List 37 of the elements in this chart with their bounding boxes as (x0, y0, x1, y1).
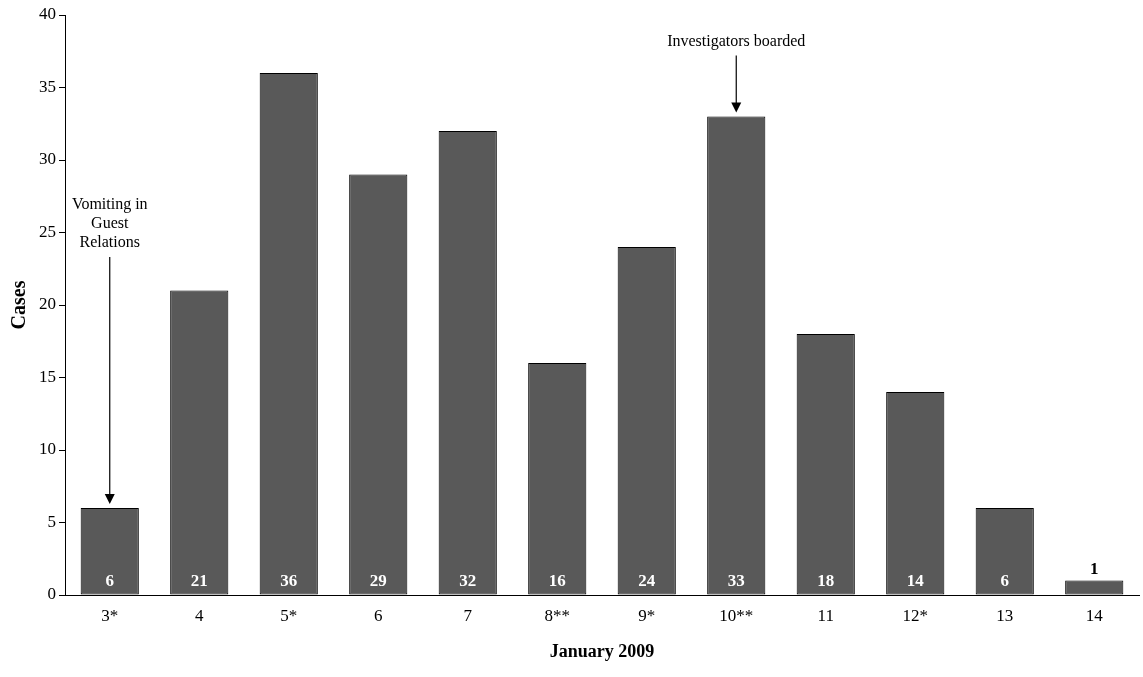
y-tick-label: 10 (39, 439, 56, 459)
data-label: 32 (459, 571, 477, 591)
data-label: 6 (1000, 571, 1009, 591)
data-label: 16 (548, 571, 566, 591)
data-label: 33 (727, 571, 745, 591)
data-label: 14 (906, 571, 925, 591)
data-label: 29 (369, 571, 387, 591)
data-label: 1 (1090, 559, 1099, 579)
x-tick-label: 4 (195, 605, 204, 625)
y-axis-title: Cases (7, 280, 30, 330)
x-tick-label: 11 (817, 605, 834, 625)
y-tick-label: 20 (39, 294, 56, 314)
y-tick-label: 5 (47, 511, 56, 531)
x-tick-label: 5* (280, 605, 298, 625)
x-tick-label: 10** (719, 605, 754, 625)
data-label: 6 (105, 571, 114, 591)
annotation: Investigators boarded (667, 31, 806, 50)
x-tick-label: 12* (902, 605, 928, 625)
y-tick-label: 35 (39, 76, 56, 96)
y-tick-label: 0 (47, 584, 56, 604)
x-tick-label: 13 (996, 605, 1014, 625)
y-tick-label: 30 (39, 149, 56, 169)
data-label: 36 (280, 571, 298, 591)
data-label: 24 (638, 571, 656, 591)
x-tick-label: 9* (638, 605, 656, 625)
x-axis-title: January 2009 (549, 640, 655, 661)
annotation: Vomiting in Guest Relations (71, 195, 148, 251)
x-tick-label: 14 (1085, 605, 1104, 625)
y-tick-label: 25 (39, 221, 56, 241)
data-label: 21 (190, 571, 208, 591)
x-tick-label: 3* (101, 605, 119, 625)
x-tick-label: 6 (374, 605, 383, 625)
y-tick-label: 40 (39, 4, 56, 24)
x-tick-label: 7 (463, 605, 473, 625)
x-tick-label: 8** (544, 605, 570, 625)
data-label: 18 (817, 571, 835, 591)
y-tick-label: 15 (39, 366, 56, 386)
